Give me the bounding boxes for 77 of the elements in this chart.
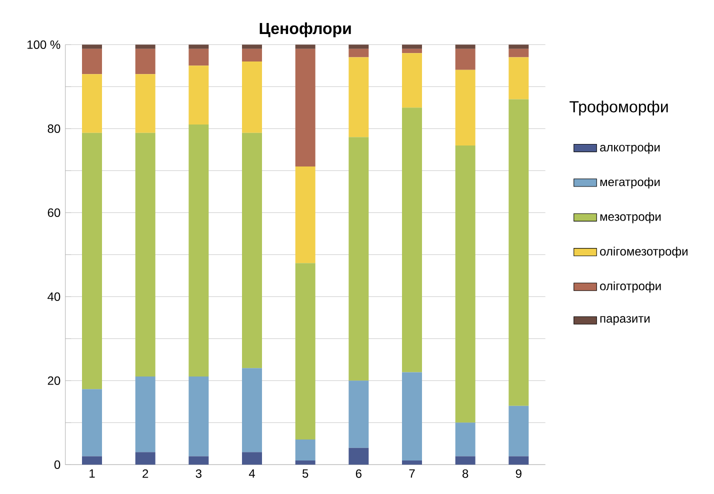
bar <box>402 48 422 54</box>
x-tick-label: 8 <box>462 469 468 478</box>
x-tick-label: 1 <box>90 469 95 478</box>
bar <box>402 53 422 108</box>
x-tick-label: 2 <box>142 469 148 478</box>
y-tick-label: 40 <box>48 292 60 301</box>
legend-label: алкотрофи <box>600 142 660 154</box>
bar <box>348 57 369 138</box>
bar <box>82 48 102 74</box>
bar <box>82 74 102 133</box>
bar <box>455 456 476 465</box>
bar <box>82 132 102 390</box>
bar <box>188 456 209 465</box>
y-tick-label: 20 <box>48 376 60 385</box>
bar <box>295 263 316 440</box>
bar <box>135 44 156 49</box>
bar <box>455 48 476 70</box>
x-tick-label: 6 <box>356 469 362 478</box>
bar <box>82 44 102 49</box>
bar <box>295 44 316 49</box>
bar <box>188 376 209 456</box>
legend-label: мезотрофи <box>600 212 661 224</box>
bar <box>455 422 476 456</box>
bar <box>508 456 529 465</box>
bar <box>295 166 316 264</box>
y-tick-label: 80 <box>48 124 60 133</box>
y-tick-label: 100 % <box>28 40 60 49</box>
bar <box>188 66 209 124</box>
bar <box>508 44 529 49</box>
bar <box>82 456 102 465</box>
x-tick-label: 3 <box>196 469 202 478</box>
legend-title: Трофоморфи <box>570 100 668 116</box>
legend-label: паразити <box>600 316 650 326</box>
bar <box>508 99 529 406</box>
bar <box>188 44 209 49</box>
bar <box>295 460 316 465</box>
bar <box>135 132 156 376</box>
bar <box>242 368 262 452</box>
bar <box>82 389 102 456</box>
bar <box>455 145 476 423</box>
bar <box>402 460 422 465</box>
bar <box>402 372 422 460</box>
bar <box>348 137 369 381</box>
bar <box>455 44 476 49</box>
bar <box>135 74 156 133</box>
x-tick-label: 5 <box>302 469 308 478</box>
x-tick-label: 9 <box>516 469 522 478</box>
bar <box>348 380 369 448</box>
bar <box>135 376 156 452</box>
bar <box>295 48 316 166</box>
bar <box>135 452 156 465</box>
y-tick-label: 0 <box>54 460 60 469</box>
bar <box>242 48 262 62</box>
legend-label: оліготрофи <box>600 281 661 293</box>
legend-label: олігомезотрофи <box>600 246 688 258</box>
x-tick-label: 7 <box>409 469 415 478</box>
bar <box>295 439 316 460</box>
bar <box>402 108 422 372</box>
bar <box>242 61 262 133</box>
bar <box>402 44 422 49</box>
y-tick-label: 60 <box>48 208 60 217</box>
bar <box>455 70 476 146</box>
bar <box>188 48 209 66</box>
bar <box>242 452 262 465</box>
bar <box>508 48 529 58</box>
chart-title: Ценофлори <box>260 22 351 38</box>
bar <box>242 44 262 49</box>
x-tick-label: 4 <box>248 469 255 478</box>
bar <box>188 124 209 376</box>
bar <box>348 44 369 49</box>
bar <box>508 406 529 456</box>
bar <box>135 48 156 74</box>
bar <box>242 132 262 368</box>
bar <box>348 48 369 58</box>
bar <box>508 57 529 100</box>
legend-label: мегатрофи <box>600 177 660 189</box>
bar <box>348 448 369 465</box>
